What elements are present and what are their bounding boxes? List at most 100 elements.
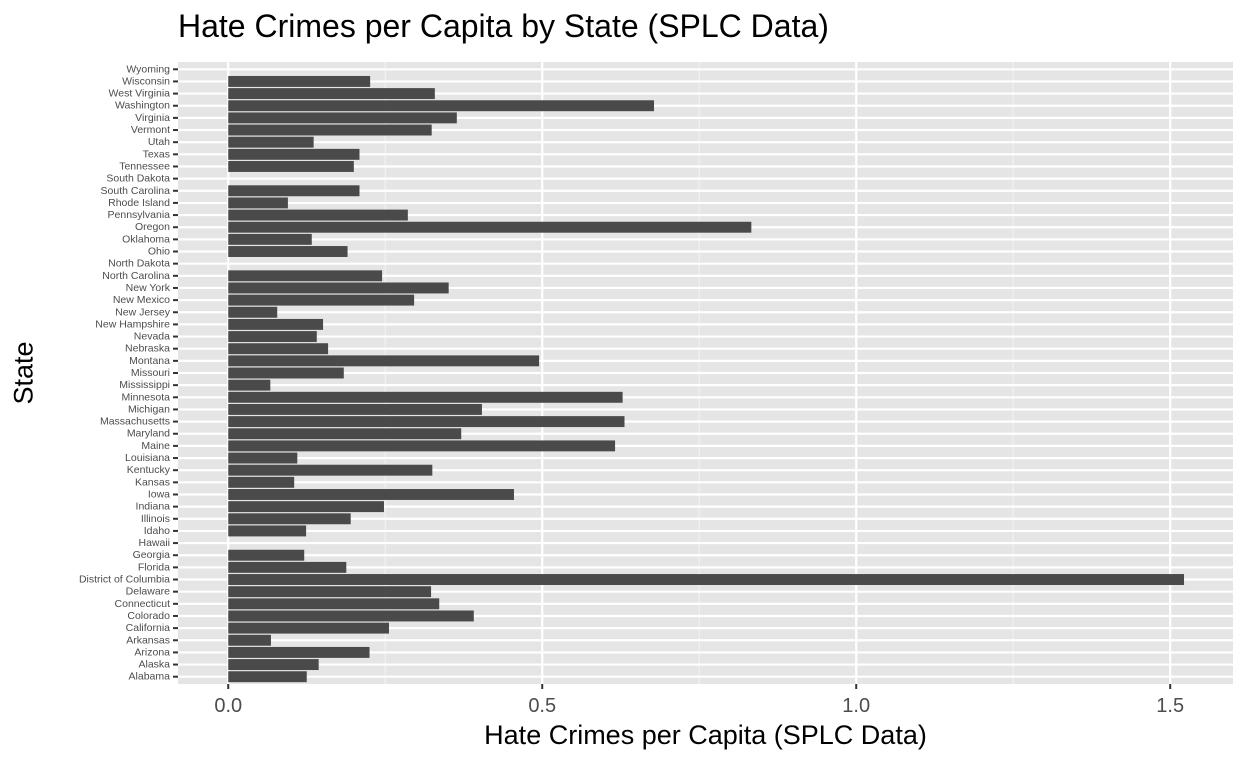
y-tick-label: Montana — [129, 355, 170, 367]
y-tick-label: Washington — [115, 100, 170, 112]
y-tick-label: Maryland — [127, 428, 170, 440]
bar-nevada — [228, 331, 317, 343]
bar-wisconsin — [228, 75, 371, 87]
y-tick-label: Idaho — [144, 525, 170, 537]
y-tick-label: Colorado — [127, 610, 170, 622]
bar-new-jersey — [228, 306, 278, 318]
bar-utah — [228, 136, 314, 148]
bar-maine — [228, 440, 616, 452]
y-tick-label: West Virginia — [109, 88, 171, 100]
y-tick-label: New York — [126, 282, 171, 294]
bar-oregon — [228, 221, 752, 233]
y-tick-label: Delaware — [126, 586, 171, 598]
y-tick-label: Nevada — [134, 331, 170, 343]
x-tick-label: 0.5 — [528, 695, 556, 717]
y-tick-label: Vermont — [131, 124, 170, 136]
bar-oklahoma — [228, 233, 312, 245]
y-tick-label: Virginia — [135, 112, 170, 124]
bar-alaska — [228, 659, 319, 671]
y-tick-label: Louisiana — [125, 452, 170, 464]
x-tick-label: 1.5 — [1156, 695, 1184, 717]
y-tick-label: Michigan — [128, 403, 170, 415]
bar-rhode-island — [228, 197, 288, 209]
y-tick-label: South Carolina — [101, 185, 171, 197]
y-tick-label: Massachusetts — [100, 416, 170, 428]
y-tick-label: Oregon — [135, 221, 170, 233]
y-tick-label: Wyoming — [126, 63, 170, 75]
y-tick-label: Alabama — [129, 671, 171, 683]
bar-georgia — [228, 549, 305, 561]
x-tick-label: 1.0 — [842, 695, 870, 717]
y-tick-label: Pennsylvania — [108, 209, 171, 221]
y-tick-label: Missouri — [131, 367, 170, 379]
y-tick-label: North Dakota — [108, 258, 170, 270]
bar-north-carolina — [228, 270, 383, 282]
bar-florida — [228, 561, 347, 573]
y-tick-label: Kentucky — [127, 464, 171, 476]
y-tick-label: Tennessee — [119, 160, 170, 172]
y-tick-label: California — [126, 622, 171, 634]
y-tick-label: Indiana — [136, 501, 171, 513]
bar-indiana — [228, 501, 384, 513]
bar-idaho — [228, 525, 307, 537]
y-tick-label: Maine — [141, 440, 170, 452]
y-tick-label: District of Columbia — [79, 574, 170, 586]
bar-michigan — [228, 403, 482, 415]
chart-title: Hate Crimes per Capita by State (SPLC Da… — [178, 8, 829, 44]
bar-ohio — [228, 246, 348, 257]
bar-connecticut — [228, 598, 440, 610]
y-tick-label: Georgia — [133, 549, 171, 561]
bar-arkansas — [228, 634, 271, 646]
y-tick-label: Illinois — [141, 513, 170, 525]
y-tick-label: Wisconsin — [122, 75, 170, 87]
y-tick-label: Minnesota — [122, 391, 171, 403]
bar-pennsylvania — [228, 209, 408, 221]
bar-illinois — [228, 513, 351, 525]
bar-west-virginia — [228, 88, 435, 100]
y-tick-label: Kansas — [135, 476, 170, 488]
bar-washington — [228, 100, 655, 112]
y-tick-label: Oklahoma — [122, 233, 170, 245]
y-tick-label: South Dakota — [106, 173, 170, 185]
bar-nebraska — [228, 343, 329, 355]
bar-virginia — [228, 112, 457, 124]
y-tick-label: Iowa — [148, 488, 170, 500]
bar-louisiana — [228, 452, 298, 464]
bar-iowa — [228, 489, 514, 500]
bar-kentucky — [228, 464, 433, 476]
bar-new-hampshire — [228, 318, 324, 330]
bar-colorado — [228, 610, 474, 622]
bar-mississippi — [228, 379, 271, 391]
bar-texas — [228, 148, 360, 160]
y-tick-label: Texas — [143, 148, 170, 160]
bar-missouri — [228, 367, 344, 379]
y-tick-label: Nebraska — [125, 343, 170, 355]
bar-tennessee — [228, 161, 354, 172]
bar-new-mexico — [228, 294, 415, 306]
y-tick-label: New Mexico — [113, 294, 170, 306]
y-tick-label: Utah — [148, 136, 170, 148]
x-tick-label: 0.0 — [214, 695, 242, 717]
bar-kansas — [228, 476, 295, 488]
y-tick-label: Connecticut — [115, 598, 171, 610]
bar-massachusetts — [228, 416, 625, 428]
y-tick-label: Arkansas — [126, 634, 170, 646]
bar-vermont — [228, 124, 432, 136]
x-axis-title: Hate Crimes per Capita (SPLC Data) — [484, 720, 927, 750]
bar-maryland — [228, 428, 462, 440]
bar-south-carolina — [228, 185, 360, 197]
bars — [228, 75, 1185, 683]
bar-montana — [228, 355, 540, 367]
y-tick-label: Mississippi — [119, 379, 170, 391]
y-tick-label: Arizona — [134, 646, 170, 658]
y-tick-label: Alaska — [138, 659, 170, 671]
bar-delaware — [228, 586, 432, 598]
y-tick-label: New Hampshire — [95, 318, 170, 330]
bar-district-of-columbia — [228, 574, 1185, 585]
y-tick-label: Florida — [138, 561, 170, 573]
y-tick-label: Hawaii — [138, 537, 170, 549]
y-tick-label: Ohio — [148, 246, 170, 258]
bar-new-york — [228, 282, 449, 294]
bar-minnesota — [228, 391, 623, 403]
